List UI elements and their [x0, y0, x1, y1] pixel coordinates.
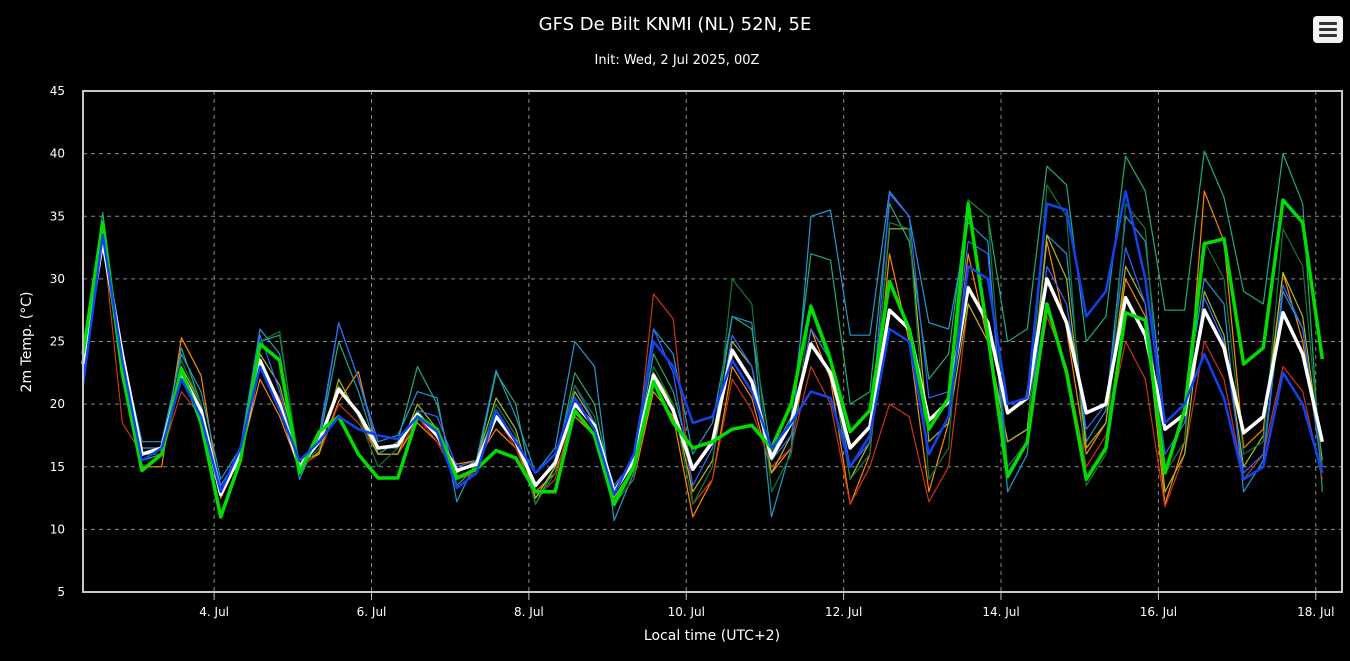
y-tick-label: 35	[50, 209, 65, 223]
y-tick-label: 10	[50, 522, 65, 536]
x-tick-label: 6. Jul	[357, 605, 387, 619]
x-tick-labels: 4. Jul 6. Jul 8. Jul 10. Jul 12. Jul 14. Jul 1…	[199, 605, 1334, 619]
hamburger-menu-icon[interactable]	[1313, 16, 1343, 43]
y-tick-label: 30	[50, 272, 65, 286]
series-line	[82, 184, 1323, 505]
x-tick-label: 16. Jul	[1140, 605, 1177, 619]
y-tick-label: 45	[50, 84, 65, 98]
chart-subtitle: Init: Wed, 2 Jul 2025, 00Z	[595, 53, 760, 68]
series-group	[81, 150, 1325, 522]
x-axis-title: Local time (UTC+2)	[644, 628, 780, 644]
chart-title: GFS De Bilt KNMI (NL) 52N, 5E	[539, 14, 812, 35]
x-tick-label: 12. Jul	[825, 605, 862, 619]
series-line	[81, 189, 1324, 496]
y-tick-label: 40	[50, 147, 65, 161]
x-tick-label: 18. Jul	[1297, 605, 1334, 619]
plot-frame	[82, 90, 1343, 593]
x-tick-label: 14. Jul	[982, 605, 1019, 619]
x-tick-label: 4. Jul	[199, 605, 229, 619]
x-tick-label: 10. Jul	[668, 605, 705, 619]
x-tick-label: 8. Jul	[514, 605, 544, 619]
series-line	[81, 198, 1325, 519]
y-tick-label: 5	[57, 585, 65, 599]
y-tick-labels: 5 10 15 20 25 30 35 40 45	[50, 84, 65, 599]
y-tick-label: 15	[50, 460, 65, 474]
y-tick-label: 20	[50, 397, 65, 411]
y-tick-label: 25	[50, 335, 65, 349]
y-axis-title: 2m Temp. (°C)	[19, 292, 35, 393]
